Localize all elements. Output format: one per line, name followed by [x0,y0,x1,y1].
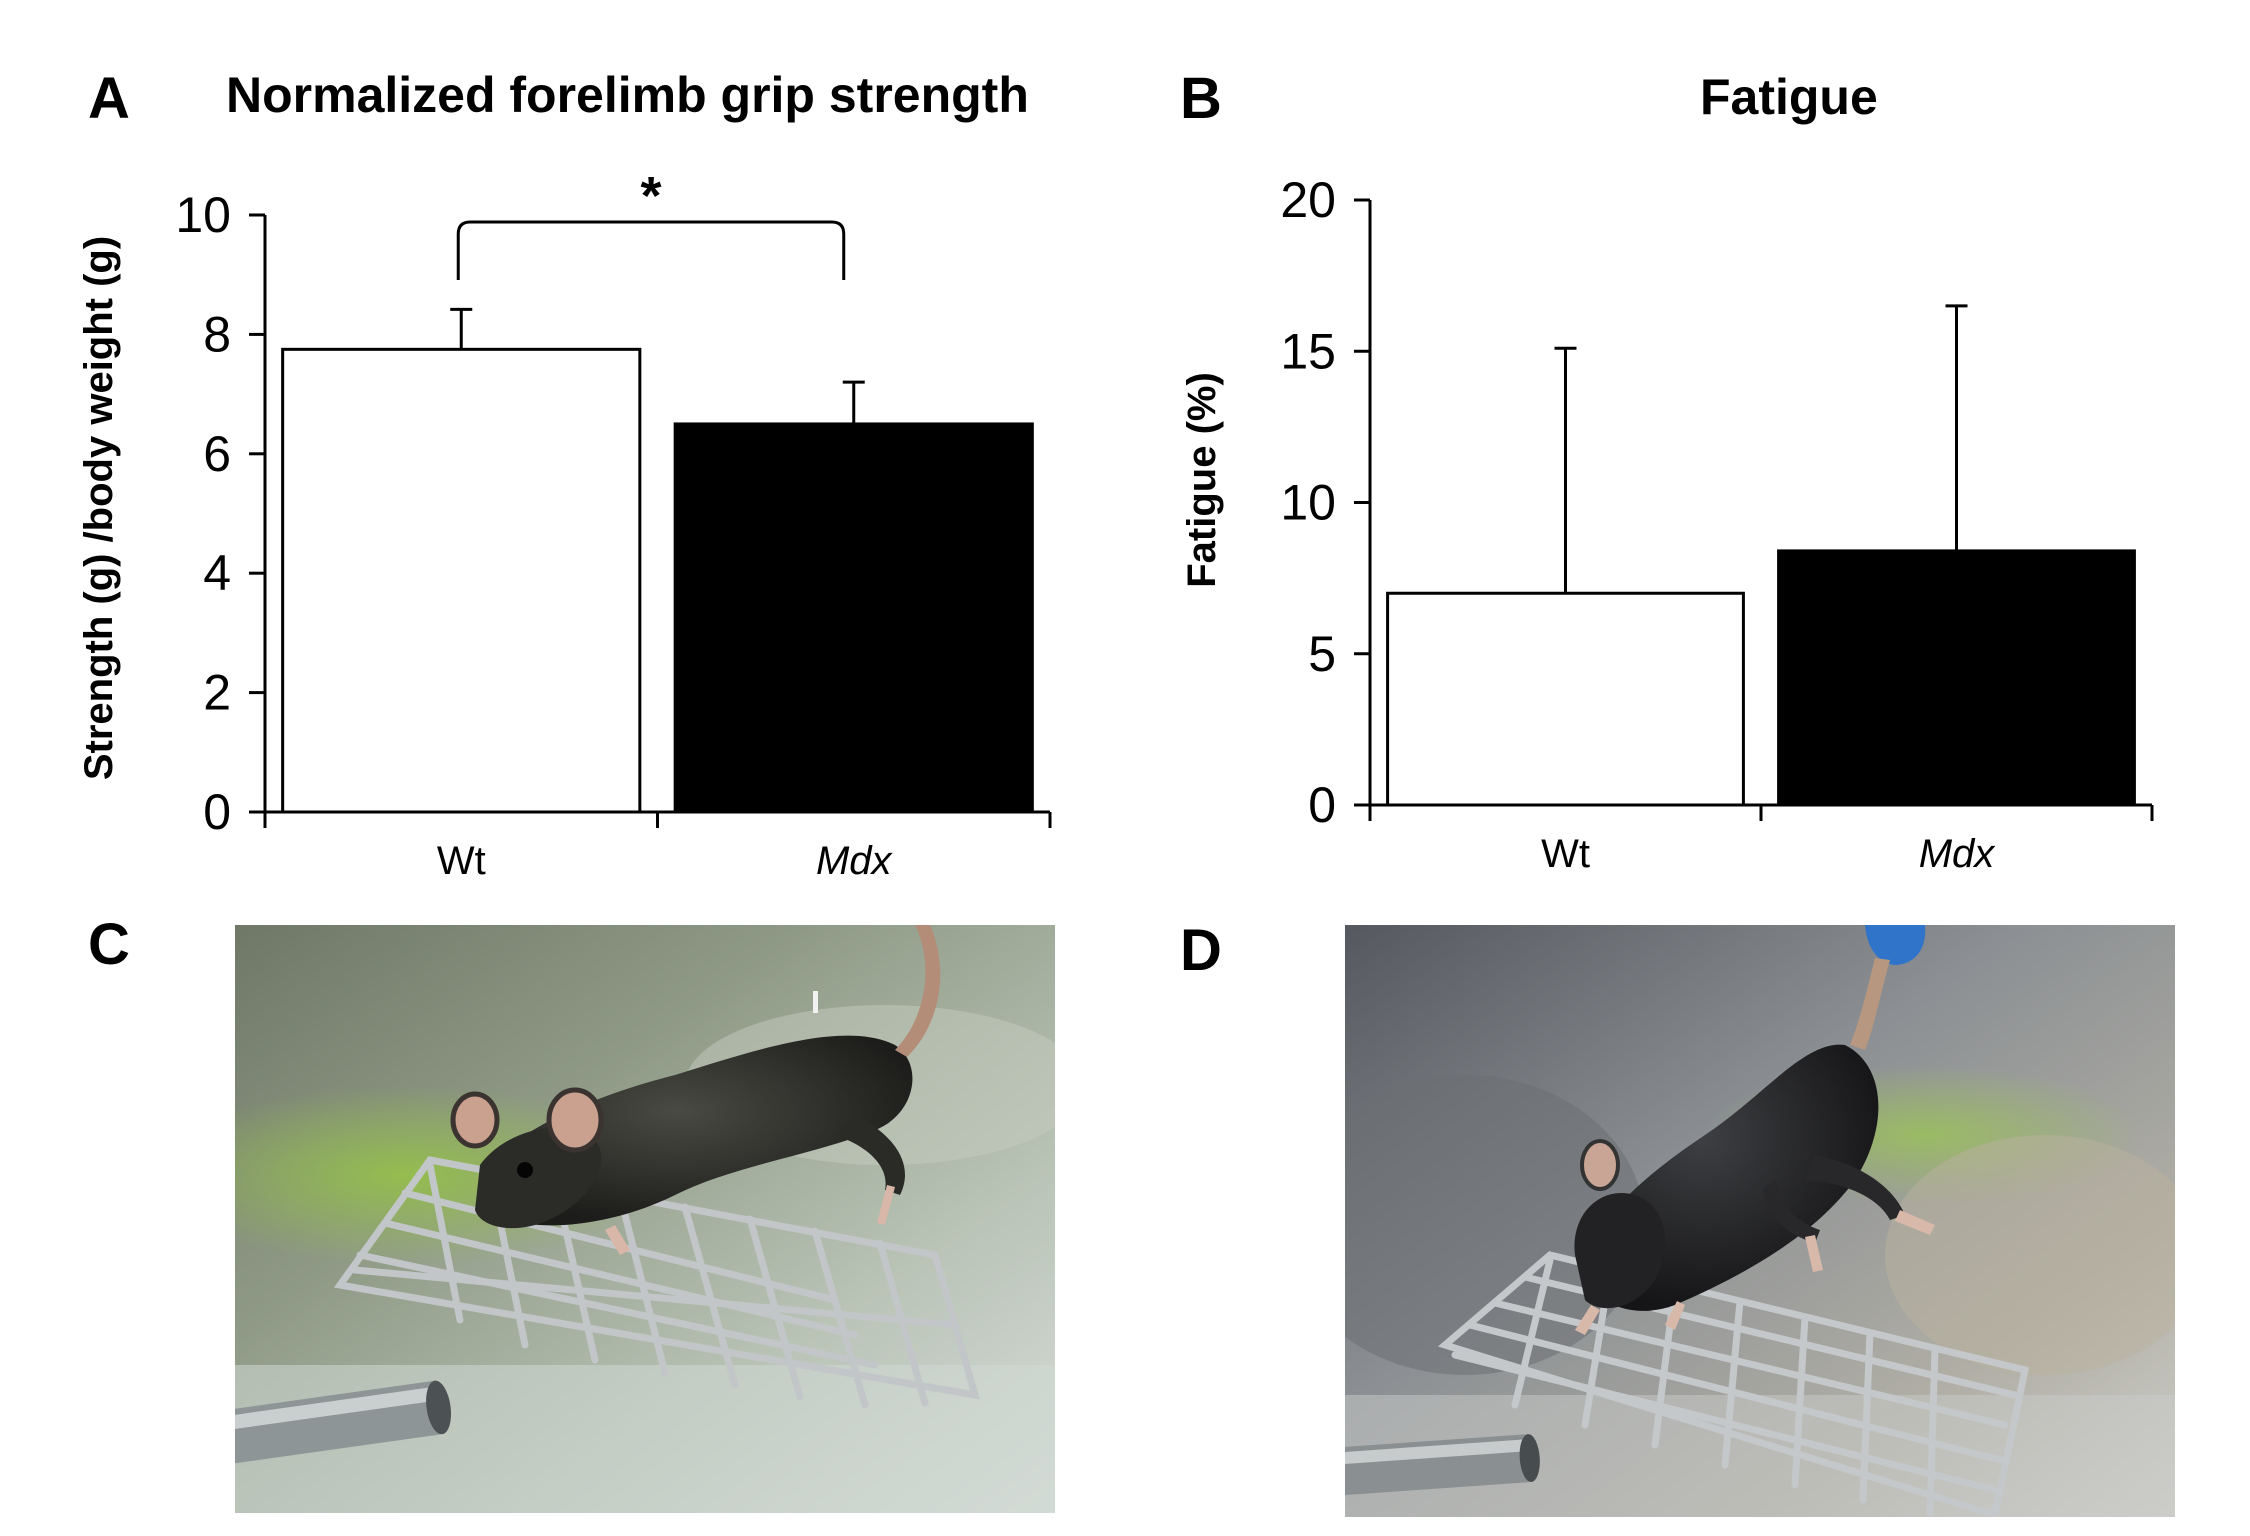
chart-grip-strength: 0 2 4 6 8 10 Wt Mdx Strength (g) /body weight (g… [77,166,1052,883]
significance-star: * [640,166,661,226]
panel-letter-b: B [1180,66,1222,131]
y-tick-label: 0 [203,784,231,840]
panel-letter-a: A [88,66,130,131]
y-tick-label: 10 [175,187,231,243]
y-tick-label: 15 [1280,323,1336,379]
x-category-label: Wt [1541,832,1590,876]
x-category-label: Mdx [816,839,894,883]
y-axis-label: Fatigue (%) [1180,372,1224,588]
panel-letter-c: C [88,912,130,977]
y-tick-label: 5 [1308,626,1336,682]
bar-mdx [1777,549,2136,807]
x-category-label: Wt [437,839,486,883]
y-tick-label: 2 [203,665,231,721]
bar-mdx [673,422,1034,814]
y-tick-label: 8 [203,306,231,362]
chart-fatigue: 0 5 10 15 20 Wt Mdx Fatigue (%) [1180,172,2154,876]
y-tick-label: 4 [203,545,231,601]
bar-wt [1386,591,1745,807]
photo-panel-d [1345,925,2175,1517]
chart-title-b: Fatigue [1700,69,1878,125]
y-tick-label: 20 [1280,172,1336,228]
photo-panel-c [235,925,1055,1513]
y-tick-label: 10 [1280,475,1336,531]
y-tick-label: 6 [203,426,231,482]
y-axis-label: Strength (g) /body weight (g) [77,236,121,780]
panel-letter-d: D [1180,918,1222,983]
x-category-label: Mdx [1919,832,1997,876]
y-tick-label: 0 [1308,777,1336,833]
significance-bracket [456,220,846,280]
chart-title-a: Normalized forelimb grip strength [226,67,1029,123]
